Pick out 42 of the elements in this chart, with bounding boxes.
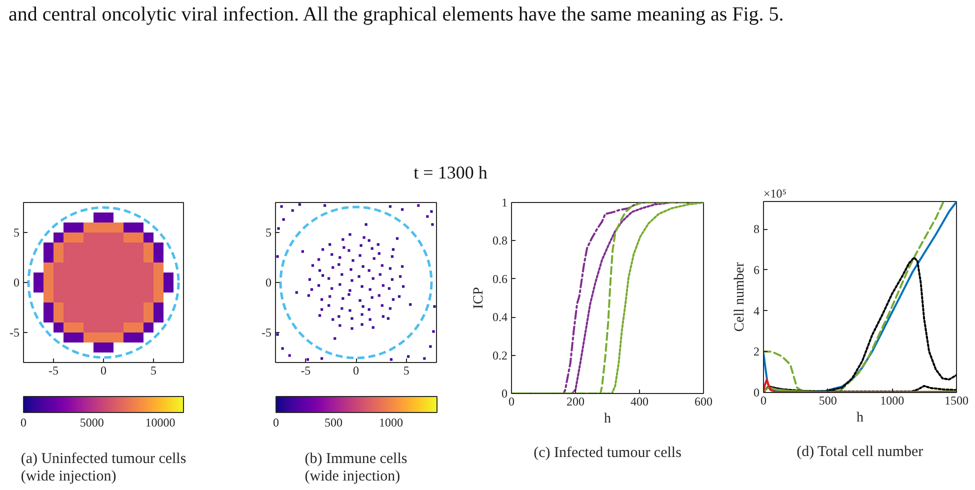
- x-tick-label: 1000: [880, 394, 904, 408]
- color-bar-label: 500: [324, 416, 342, 430]
- text: (a) Uninfected tumour cells (wide injection): [20, 450, 186, 484]
- text: and central oncolytic viral infection. All the graphical elements have the same meaning as Fig. 5.: [8, 4, 784, 26]
- y-axis-title: Cell number: [732, 262, 748, 332]
- x-tick-label: 0: [100, 364, 106, 378]
- color-bar-label: 5000: [80, 416, 104, 430]
- y-tick-label: -5: [10, 326, 20, 340]
- x-tick-label: 600: [694, 394, 712, 408]
- y-tick-label: 0.4: [492, 310, 508, 324]
- x-axis-title: h: [856, 410, 864, 426]
- y-tick-label: 0.8: [492, 234, 508, 248]
- x-tick-label: 200: [566, 394, 584, 408]
- y-tick-label: -5: [262, 326, 272, 340]
- x-tick-label: 1500: [944, 394, 968, 408]
- x-tick-label: -5: [300, 364, 311, 378]
- x-tick-label: 400: [630, 394, 648, 408]
- y-tick-label: 8: [754, 222, 760, 236]
- color-bar-label: 1000: [379, 416, 403, 430]
- x-axis-title: h: [604, 412, 611, 426]
- y-tick-label: 2: [754, 344, 760, 359]
- y-tick-label: 0: [14, 276, 20, 290]
- y-tick-label: 5: [266, 226, 272, 240]
- x-tick-label: 5: [150, 364, 156, 378]
- text: (c) Infected tumour cells: [534, 445, 682, 461]
- y-tick-label: 6: [754, 262, 760, 277]
- text: ×10⁵: [764, 186, 786, 200]
- text: (b) Immune cells (wide injection): [304, 450, 408, 484]
- x-tick-label: 500: [818, 394, 837, 408]
- color-bar-label: 10000: [145, 416, 176, 430]
- y-axis-title: ICP: [472, 286, 486, 309]
- x-tick-label: -5: [48, 364, 58, 378]
- y-tick-label: 4: [754, 304, 760, 318]
- text: (d) Total cell number: [796, 444, 924, 460]
- x-tick-label: 5: [403, 364, 410, 378]
- y-tick-label: 0.6: [492, 272, 508, 286]
- y-tick-label: 1: [502, 196, 508, 210]
- x-tick-label: 0: [353, 364, 359, 378]
- y-tick-label: 0.2: [492, 348, 508, 362]
- text: t = 1300 h: [414, 162, 488, 182]
- y-tick-label: 5: [14, 226, 20, 240]
- y-tick-label: 0: [266, 276, 272, 290]
